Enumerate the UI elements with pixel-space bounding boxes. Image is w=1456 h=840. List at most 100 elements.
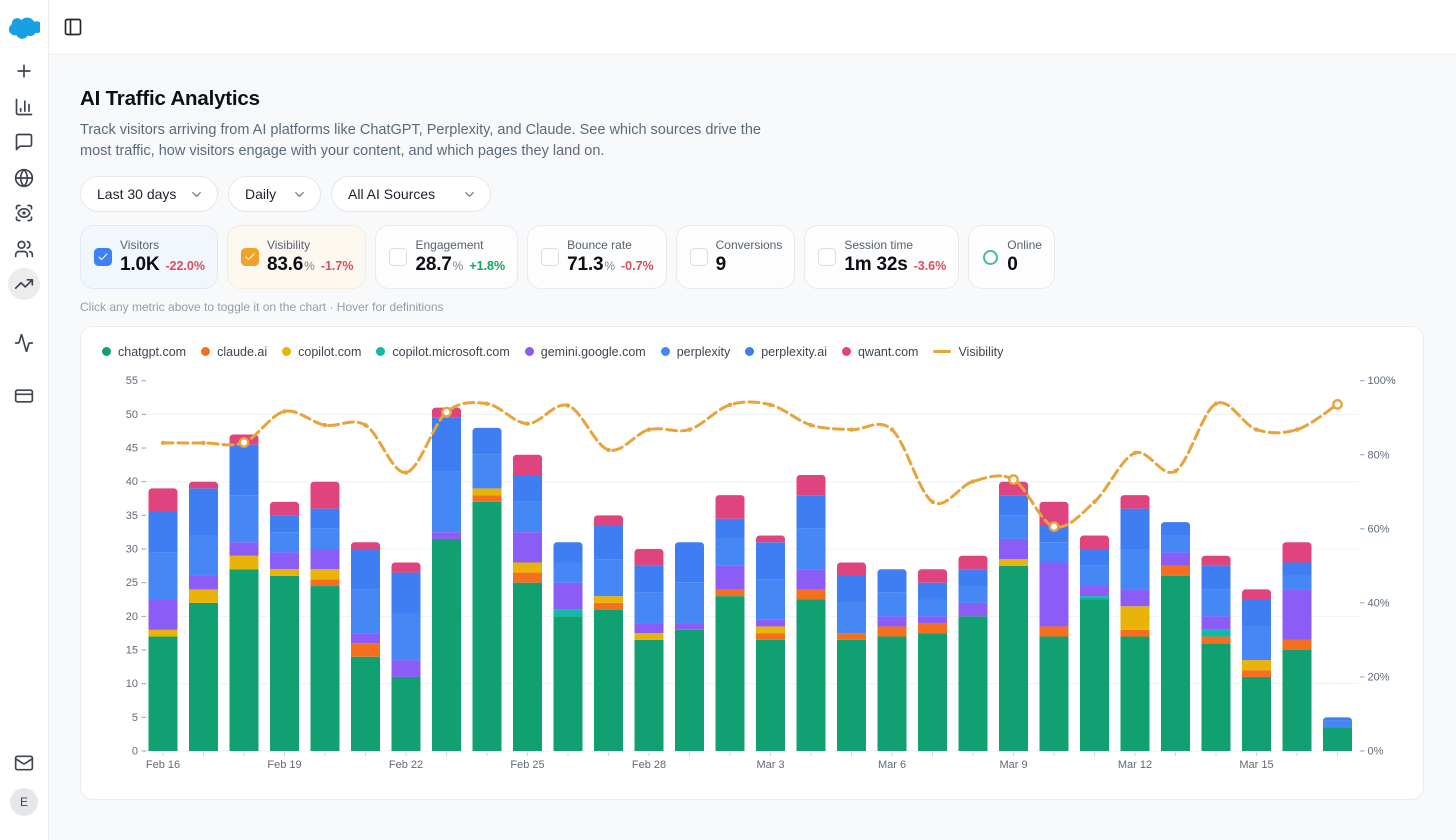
bar-mar-5[interactable] bbox=[837, 562, 866, 751]
bar-mar-9[interactable] bbox=[999, 481, 1028, 751]
bar-feb-21[interactable] bbox=[351, 542, 380, 751]
metric-checkbox-checked[interactable] bbox=[94, 248, 112, 266]
metric-card-engagement[interactable]: Engagement 28.7 % +1.8% bbox=[375, 225, 519, 289]
filter-dropdown-all-ai-sources[interactable]: All AI Sources bbox=[331, 176, 491, 212]
bar-mar-7[interactable] bbox=[918, 569, 947, 751]
mail-button[interactable] bbox=[8, 747, 40, 779]
bar-feb-19[interactable] bbox=[270, 501, 299, 751]
metric-value: 9 bbox=[715, 254, 727, 275]
sidebar-item-analytics[interactable] bbox=[8, 91, 40, 123]
bar-feb-27[interactable] bbox=[594, 515, 623, 751]
visibility-marker-highlight[interactable] bbox=[1332, 398, 1343, 410]
metric-checkbox-unchecked[interactable] bbox=[818, 248, 837, 266]
metric-value-row: 1.0K -22.0% bbox=[120, 254, 205, 276]
legend-line-swatch bbox=[933, 350, 952, 353]
bar-mar-17[interactable] bbox=[1323, 717, 1352, 751]
bar-mar-3[interactable] bbox=[756, 535, 785, 751]
bar-segment-perplexity bbox=[877, 592, 907, 617]
bar-segment-chatgpt-com bbox=[715, 596, 745, 751]
metric-checkbox-unchecked[interactable] bbox=[689, 248, 708, 266]
bar-feb-18[interactable] bbox=[229, 434, 259, 751]
check-icon bbox=[245, 253, 255, 260]
sidebar-item-new[interactable] bbox=[8, 55, 40, 87]
sidebar-item-trends[interactable] bbox=[8, 268, 40, 300]
bar-segment-chatgpt-com bbox=[310, 586, 340, 751]
bar-feb-20[interactable] bbox=[310, 481, 340, 751]
left-axis-label: 35 bbox=[126, 510, 138, 522]
bar-segment-perplexity-ai bbox=[1161, 522, 1190, 536]
bar-mar-11[interactable] bbox=[1080, 535, 1109, 751]
bar-segment-gemini-google-com bbox=[1080, 586, 1109, 597]
legend-item-copilot-com[interactable]: copilot.com bbox=[282, 345, 361, 359]
bar-segment-perplexity bbox=[1282, 575, 1312, 590]
visibility-marker bbox=[849, 427, 854, 432]
legend-item-chatgpt-com[interactable]: chatgpt.com bbox=[102, 345, 186, 359]
metric-card-visitors[interactable]: Visitors 1.0K -22.0% bbox=[80, 225, 218, 289]
metric-value: 0 bbox=[1007, 254, 1018, 275]
bar-segment-perplexity bbox=[148, 552, 178, 600]
bar-mar-6[interactable] bbox=[877, 569, 907, 751]
bar-mar-4[interactable] bbox=[796, 474, 826, 751]
metric-card-conversions[interactable]: Conversions 9 bbox=[675, 225, 796, 289]
sidebar-item-audience[interactable] bbox=[8, 233, 40, 265]
bar-segment-claude-ai bbox=[1201, 636, 1231, 644]
avatar[interactable]: E bbox=[10, 788, 38, 816]
legend-item-gemini-google-com[interactable]: gemini.google.com bbox=[524, 345, 646, 359]
legend-item-claude-ai[interactable]: claude.ai bbox=[201, 345, 267, 359]
bar-feb-22[interactable] bbox=[391, 562, 421, 751]
visibility-marker bbox=[1092, 499, 1097, 504]
sidebar-item-web[interactable] bbox=[8, 162, 40, 194]
bar-mar-13[interactable] bbox=[1161, 522, 1190, 751]
sidebar-item-activity[interactable] bbox=[8, 327, 40, 359]
visibility-marker-highlight[interactable] bbox=[441, 406, 452, 418]
visibility-marker-highlight[interactable] bbox=[1008, 474, 1019, 485]
visibility-marker bbox=[727, 402, 733, 407]
bar-mar-15[interactable] bbox=[1242, 589, 1271, 751]
bar-mar-14[interactable] bbox=[1201, 555, 1231, 751]
sidebar-item-billing[interactable] bbox=[8, 380, 40, 412]
legend-item-visibility[interactable]: Visibility bbox=[933, 345, 1003, 359]
metric-checkbox-unchecked[interactable] bbox=[389, 248, 408, 266]
sidebar-item-monitoring[interactable] bbox=[8, 197, 40, 229]
legend-item-qwant-com[interactable]: qwant.com bbox=[841, 345, 918, 359]
metric-card-visibility[interactable]: Visibility 83.6 % -1.7% bbox=[226, 225, 367, 289]
legend-item-copilot-microsoft-com[interactable]: copilot.microsoft.com bbox=[376, 345, 510, 359]
legend-label: Visibility bbox=[958, 344, 1004, 359]
bar-segment-perplexity bbox=[189, 535, 218, 576]
filter-dropdown-daily[interactable]: Daily bbox=[228, 176, 321, 212]
bar-segment-copilot-com bbox=[513, 562, 542, 573]
visibility-marker-highlight[interactable] bbox=[1048, 521, 1060, 532]
bar-feb-17[interactable] bbox=[189, 481, 218, 751]
filter-dropdown-last-30-days[interactable]: Last 30 days bbox=[80, 176, 218, 212]
metric-checkbox-unchecked[interactable] bbox=[541, 248, 560, 266]
bar-segment-qwant-com bbox=[918, 569, 947, 583]
bar-feb-16[interactable] bbox=[148, 488, 178, 751]
bar-mar-1[interactable] bbox=[675, 542, 704, 751]
bar-segment-perplexity bbox=[1161, 535, 1190, 553]
bar-mar-10[interactable] bbox=[1039, 501, 1069, 751]
metric-card-online[interactable]: Online 0 bbox=[968, 225, 1055, 289]
bar-mar-12[interactable] bbox=[1120, 495, 1150, 751]
legend-item-perplexity[interactable]: perplexity bbox=[660, 345, 730, 359]
bar-feb-24[interactable] bbox=[472, 427, 502, 751]
bar-feb-26[interactable] bbox=[553, 542, 583, 751]
metric-card-bounce-rate[interactable]: Bounce rate 71.3 % -0.7% bbox=[527, 225, 667, 289]
bar-feb-23[interactable] bbox=[432, 407, 462, 751]
bar-mar-8[interactable] bbox=[958, 555, 988, 751]
visibility-marker-highlight[interactable] bbox=[238, 437, 250, 448]
legend-label: claude.ai bbox=[217, 344, 268, 359]
chevron-down-icon bbox=[295, 191, 304, 197]
bar-feb-28[interactable] bbox=[634, 549, 664, 751]
bar-mar-16[interactable] bbox=[1282, 542, 1312, 751]
metric-card-session-time[interactable]: Session time 1m 32s -3.6% bbox=[804, 225, 960, 289]
sidebar-item-messages[interactable] bbox=[8, 126, 40, 158]
legend-item-perplexity-ai[interactable]: perplexity.ai bbox=[745, 345, 827, 359]
bar-segment-copilot-com bbox=[634, 633, 664, 640]
app-logo[interactable] bbox=[0, 0, 48, 55]
metric-checkbox-checked[interactable] bbox=[240, 248, 259, 266]
sidebar-toggle-button[interactable] bbox=[57, 11, 89, 43]
bar-feb-25[interactable] bbox=[513, 454, 542, 751]
bar-segment-qwant-com bbox=[1201, 555, 1231, 566]
bar-segment-gemini-google-com bbox=[1120, 589, 1150, 607]
bar-mar-2[interactable] bbox=[715, 495, 745, 751]
